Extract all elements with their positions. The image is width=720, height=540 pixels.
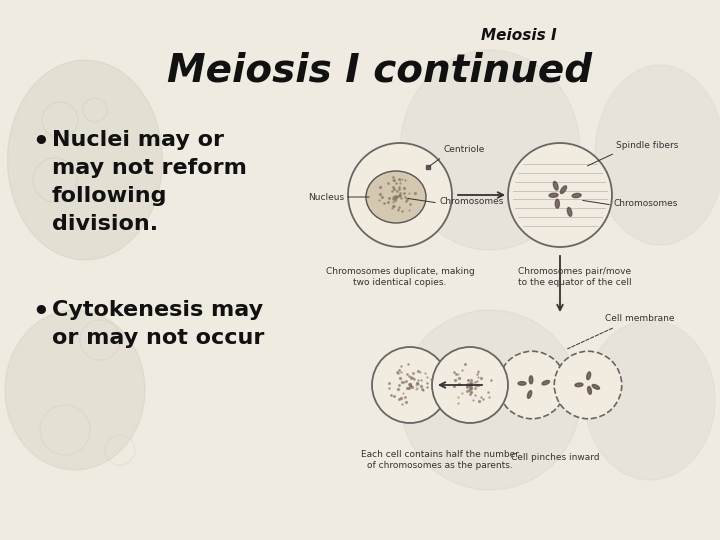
Ellipse shape [554,181,558,190]
Ellipse shape [567,207,572,216]
Text: Chromosomes duplicate, making
two identical copies.: Chromosomes duplicate, making two identi… [325,267,474,287]
Text: Meiosis I: Meiosis I [480,28,557,43]
Ellipse shape [585,320,715,480]
Text: Chromosomes pair/move
to the equator of the cell: Chromosomes pair/move to the equator of … [518,267,632,287]
Ellipse shape [587,372,590,380]
Ellipse shape [518,382,526,385]
Text: Nucleus: Nucleus [308,192,344,201]
Ellipse shape [528,390,531,399]
Text: Cytokenesis may
or may not occur: Cytokenesis may or may not occur [52,300,264,348]
Ellipse shape [400,310,580,490]
Ellipse shape [7,60,163,260]
Text: Centriole: Centriole [443,145,485,154]
Ellipse shape [366,171,426,223]
Ellipse shape [575,383,583,387]
Circle shape [498,351,566,418]
Text: Chromosomes: Chromosomes [613,199,678,207]
Text: Meiosis I continued: Meiosis I continued [168,52,593,90]
Circle shape [508,143,612,247]
Ellipse shape [560,186,567,193]
Ellipse shape [529,376,533,384]
Ellipse shape [400,50,580,250]
Ellipse shape [542,381,549,385]
Text: Each cell contains half the number
of chromosomes as the parents.: Each cell contains half the number of ch… [361,450,519,470]
Circle shape [372,347,448,423]
Text: Chromosomes: Chromosomes [439,197,503,206]
Ellipse shape [588,387,591,394]
Text: •: • [32,130,49,156]
Text: Cell membrane: Cell membrane [605,314,675,323]
Text: Nuclei may or
may not reform
following
division.: Nuclei may or may not reform following d… [52,130,247,234]
Circle shape [432,347,508,423]
Text: •: • [32,300,49,326]
Ellipse shape [555,199,559,208]
Ellipse shape [592,384,600,389]
Ellipse shape [595,65,720,245]
Circle shape [348,143,452,247]
Text: Cell pinches inward: Cell pinches inward [510,453,599,462]
Circle shape [554,351,622,418]
Ellipse shape [5,310,145,470]
Ellipse shape [572,193,581,198]
Text: Spindle fibers: Spindle fibers [616,141,678,150]
Ellipse shape [549,193,558,197]
